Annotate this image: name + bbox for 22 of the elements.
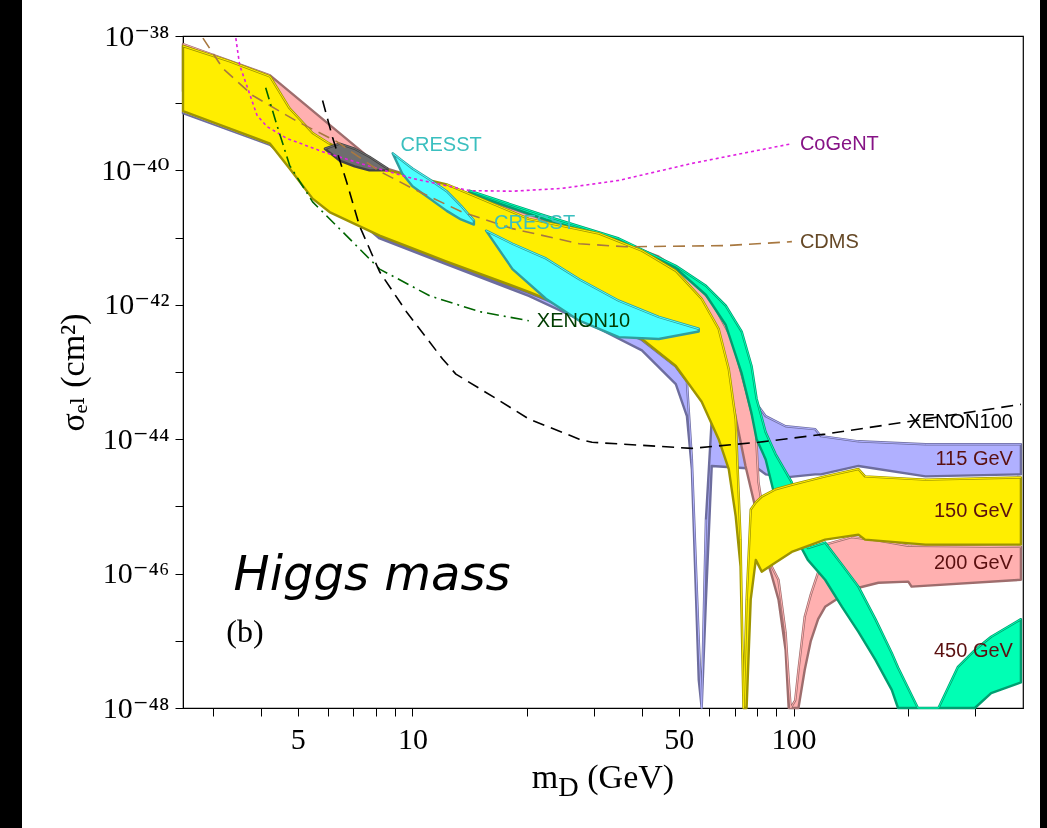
- y-tick-label: 10⁻⁴²: [104, 287, 170, 321]
- x-tick-label: 50: [664, 721, 695, 755]
- series-label: 200 GeV: [933, 551, 1014, 574]
- series-label: CoGeNT: [799, 131, 879, 154]
- series-label: 450 GeV: [933, 638, 1014, 661]
- series-label: CDMS: [799, 229, 859, 252]
- annotation: Higgs mass: [233, 545, 511, 601]
- y-tick-label: 10⁻³⁸: [104, 18, 170, 52]
- y-tick-label: 10⁻⁴⁴: [102, 421, 170, 455]
- series-label: 115 GeV: [935, 447, 1014, 470]
- series-label: CRESST: [400, 133, 482, 156]
- x-tick-label: 10: [397, 721, 428, 755]
- x-tick-label: 5: [290, 721, 306, 755]
- x-tick-label: 100: [771, 721, 817, 755]
- y-tick-label: 10⁻⁴⁸: [102, 690, 170, 724]
- series-label: XENON100: [908, 410, 1013, 433]
- x-axis-title: m$_{D}$ (GeV): [530, 758, 676, 803]
- y-tick-label: 10⁻⁴⁶: [102, 556, 170, 590]
- annotation: (b): [226, 613, 264, 649]
- y-tick-label: 10⁻⁴⁰: [101, 152, 170, 186]
- y-axis-title: σₑₗ (cm²): [54, 313, 93, 432]
- series-label: 150 GeV: [933, 499, 1014, 522]
